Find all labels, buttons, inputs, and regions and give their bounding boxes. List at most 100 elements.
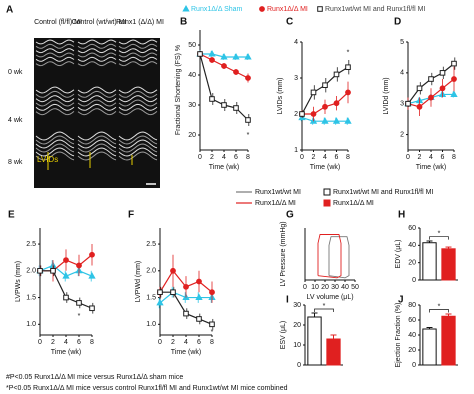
y-tick-label: 5 (400, 39, 404, 46)
data-point (450, 90, 458, 97)
legend-marker (259, 6, 265, 12)
data-point (428, 76, 434, 82)
data-point (183, 283, 189, 290)
echo-wave (118, 95, 158, 103)
data-point (245, 117, 251, 123)
y-tick-label: 4 (400, 70, 404, 77)
significance-mark: * (323, 303, 326, 310)
echo-wave (35, 86, 75, 94)
y-tick-label: 1 (294, 147, 298, 154)
echo-wave (77, 143, 117, 153)
panel-label: I (286, 295, 289, 306)
legend-swatch (323, 188, 331, 196)
echo-wave (77, 86, 117, 94)
y-tick-label: 0 (297, 362, 301, 369)
panel-label: C (286, 17, 293, 28)
echo-wave (118, 151, 158, 161)
data-point (321, 117, 329, 124)
y-tick-label: 40 (188, 72, 196, 79)
y-tick-label: 2.5 (146, 241, 156, 248)
data-point (209, 96, 215, 102)
x-tick-label: 50 (351, 284, 359, 291)
y-tick-label: 0 (412, 277, 416, 284)
echo-wave (35, 39, 75, 45)
echo-wave (35, 143, 75, 153)
pv-loop (328, 236, 350, 279)
echo-wave (118, 143, 158, 153)
y-axis-title: EDV (μL) (395, 240, 402, 269)
echo-wave (35, 43, 75, 49)
y-tick-label: 20 (293, 322, 301, 329)
y-axis-title: Fractional Shortening (FS) % (175, 45, 182, 135)
data-point (209, 57, 215, 63)
x-axis-title: Time (wk) (209, 164, 239, 171)
significance-mark: * (78, 313, 81, 320)
y-tick-label: 1.0 (26, 321, 36, 328)
y-tick-label: 60 (408, 317, 416, 324)
data-point (439, 70, 446, 76)
y-axis-title: LVPWs (mm) (15, 261, 22, 302)
data-point (428, 94, 434, 101)
echo-wave (118, 103, 158, 111)
data-point (244, 52, 252, 60)
y-tick-label: 80 (408, 302, 416, 309)
x-tick-label: 20 (321, 284, 329, 291)
echo-wave (35, 56, 75, 62)
y-tick-label: 30 (293, 302, 301, 309)
echo-wave (35, 135, 75, 145)
echo-wave (118, 43, 158, 49)
y-axis-title: ESV (μL) (280, 321, 287, 350)
echo-wave (35, 90, 75, 98)
legend-swatch (323, 199, 331, 207)
echo-wave (118, 108, 158, 116)
bar (422, 242, 437, 281)
pv-loop (317, 234, 342, 279)
y-tick-label: 20 (408, 347, 416, 354)
y-tick-label: 4 (294, 39, 298, 46)
data-point (332, 117, 341, 124)
legend-label: Runx1Δ/Δ MI (255, 200, 296, 207)
panel-label: H (398, 210, 405, 221)
echo-image (34, 38, 160, 188)
x-tick-label: 2 (418, 154, 422, 161)
echo-wave (77, 52, 117, 58)
panel-label: G (286, 210, 294, 221)
y-tick-label: 2.0 (26, 268, 36, 275)
y-tick-label: 2.5 (26, 241, 36, 248)
legend-label: Runx1Δ/Δ MI (267, 6, 308, 13)
data-point (76, 300, 82, 306)
y-tick-label: 1.5 (26, 294, 36, 301)
y-tick-label: 2 (294, 111, 298, 118)
x-axis-title: Time (wk) (416, 164, 446, 171)
data-point (157, 289, 163, 295)
data-point (299, 111, 305, 117)
x-tick-label: 4 (429, 154, 433, 161)
x-tick-label: 0 (38, 339, 42, 346)
x-tick-label: 4 (222, 154, 226, 161)
data-point (245, 75, 251, 81)
echo-wave (35, 52, 75, 58)
echo-wave (77, 151, 117, 161)
data-point (451, 60, 457, 67)
panel-label: D (394, 17, 401, 28)
echo-wave (35, 131, 75, 141)
legend-label: Runx1wt/wt MI and Runx1fl/fl MI (325, 6, 425, 13)
data-point (416, 85, 423, 92)
y-tick-label: 30 (188, 102, 196, 109)
significance-bracket (314, 308, 334, 312)
panel-label: F (128, 210, 134, 221)
data-point (183, 310, 189, 317)
y-tick-label: 60 (408, 225, 416, 232)
y-tick-label: 2.0 (146, 268, 156, 275)
legend-marker (182, 4, 190, 12)
x-tick-label: 30 (331, 284, 339, 291)
data-point (63, 257, 69, 264)
bar (307, 316, 322, 366)
data-point (209, 321, 215, 328)
y-tick-label: 1.5 (146, 294, 156, 301)
x-tick-label: 0 (300, 154, 304, 161)
row-label: 8 wk (8, 159, 23, 166)
x-tick-label: 8 (452, 154, 456, 161)
column-header: Control (wt/wt) MI (72, 19, 127, 26)
data-point (37, 268, 43, 274)
